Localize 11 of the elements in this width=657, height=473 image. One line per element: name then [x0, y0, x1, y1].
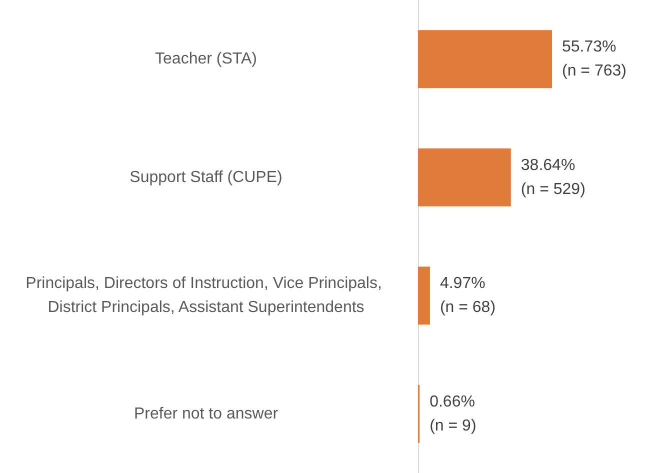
- bar: [418, 266, 430, 325]
- y-tick-label: Prefer not to answer: [134, 405, 279, 422]
- bar: [418, 148, 511, 206]
- data-label: 55.73% (n = 763): [562, 38, 626, 80]
- data-label: 4.97% (n = 68): [440, 275, 496, 316]
- data-label: 0.66% (n = 9): [430, 393, 476, 434]
- y-tick-label: Teacher (STA): [155, 50, 257, 68]
- y-tick-label: Principals, Directors of Instruction, Vice Principals, District Principals, Assistant Superintendents: [26, 275, 386, 316]
- data-label: 38.64% (n = 529): [520, 156, 586, 198]
- y-tick-label: Support Staff (CUPE): [130, 168, 282, 186]
- bar: [418, 30, 552, 88]
